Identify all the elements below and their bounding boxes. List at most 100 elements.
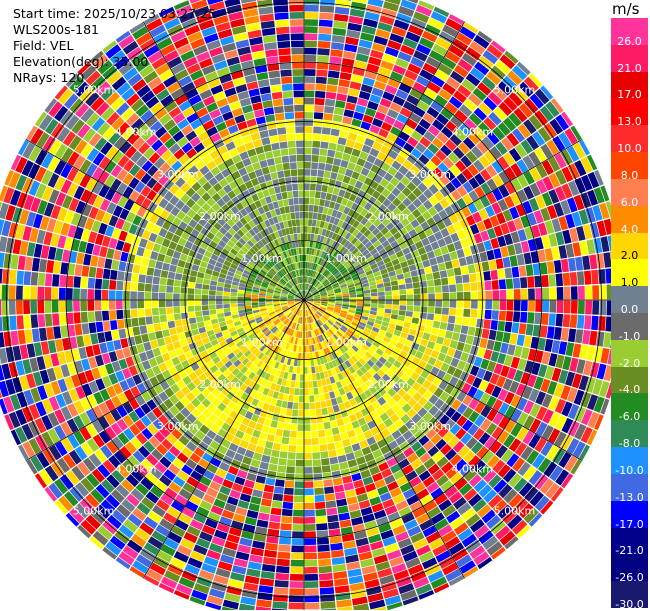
- radar-gate: [318, 34, 331, 42]
- radar-gate: [319, 27, 333, 35]
- radar-gate: [534, 276, 541, 288]
- radar-gate: [485, 291, 492, 300]
- radar-gate: [319, 566, 333, 574]
- radar-gate: [196, 316, 203, 322]
- radar-gate: [344, 446, 353, 454]
- radar-gate: [336, 599, 352, 607]
- radar-gate: [421, 306, 428, 312]
- radar-gate: [316, 409, 322, 416]
- radar-gate: [417, 268, 425, 275]
- radar-gate: [309, 205, 314, 212]
- radar-gate: [325, 99, 335, 107]
- radar-gate: [337, 506, 348, 514]
- radar-gate: [450, 292, 457, 299]
- radar-gate: [305, 524, 316, 531]
- radar-gate: [217, 282, 224, 287]
- radar-gate: [110, 320, 118, 330]
- radar-gate: [333, 434, 341, 442]
- radar-gate: [319, 394, 325, 401]
- radar-gate: [141, 334, 149, 343]
- radar-gate: [456, 308, 463, 316]
- radar-gate: [541, 275, 549, 287]
- radar-gate: [350, 295, 357, 298]
- radar-gate: [304, 233, 307, 240]
- radar-gate: [442, 285, 449, 292]
- radar-gate: [74, 312, 81, 324]
- radar-gate: [506, 311, 513, 322]
- radar-gate: [146, 316, 153, 324]
- radar-gate: [150, 251, 158, 260]
- radar-gate: [297, 431, 304, 438]
- radar-gate: [441, 315, 448, 323]
- radar-gate: [46, 260, 54, 273]
- radar-gate: [9, 285, 16, 299]
- radar-gate: [283, 394, 289, 401]
- radar-gate: [83, 254, 91, 266]
- radar-gate: [400, 300, 407, 305]
- radar-gate: [97, 257, 105, 268]
- radar-gate: [238, 303, 245, 307]
- radar-gate: [335, 7, 350, 15]
- radar-gate: [190, 323, 198, 330]
- radar-gate: [291, 560, 304, 567]
- radar-gate: [319, 580, 333, 588]
- radar-gate: [440, 322, 448, 330]
- radar-gate: [314, 388, 319, 395]
- radar-gate: [134, 255, 142, 265]
- radar-gate: [294, 488, 303, 495]
- radar-gate: [378, 288, 385, 293]
- radar-gate: [331, 464, 340, 472]
- radar-gate: [471, 300, 478, 308]
- radar-gate: [455, 275, 462, 283]
- radar-gate: [274, 587, 289, 595]
- radar-gate: [298, 417, 304, 424]
- radar-gate: [223, 300, 230, 304]
- radar-gate: [304, 488, 313, 495]
- radar-gate: [131, 273, 139, 282]
- radar-gate: [493, 248, 502, 259]
- radar-gate: [346, 139, 355, 148]
- radar-gate: [66, 276, 73, 288]
- radar-gate: [392, 310, 399, 315]
- radar-gate: [535, 288, 542, 300]
- radar-gate: [291, 417, 297, 424]
- radar-gate: [146, 275, 153, 283]
- radar-gate: [526, 264, 534, 276]
- radar-gate: [338, 455, 347, 463]
- radar-gate: [420, 281, 427, 288]
- radar-gate: [471, 291, 478, 299]
- radar-gate: [45, 301, 52, 314]
- radar-gate: [304, 360, 307, 367]
- radar-gate: [268, 464, 277, 472]
- radar-gate: [304, 417, 310, 424]
- radar-gate: [66, 288, 73, 300]
- radar-gate: [584, 315, 592, 329]
- radar-gate: [385, 291, 392, 296]
- radar-gate: [209, 290, 216, 295]
- radar-gate: [285, 416, 292, 423]
- radar-gate: [181, 281, 188, 288]
- radar-gate: [304, 141, 312, 148]
- radar-gate: [316, 516, 327, 523]
- radar-gate: [130, 291, 137, 299]
- radar-gate: [73, 288, 80, 299]
- radar-gate: [438, 329, 446, 337]
- radar-gate: [294, 503, 304, 510]
- radar-gate: [441, 278, 448, 286]
- radar-gate: [180, 287, 187, 293]
- radar-gate: [178, 260, 186, 268]
- radar-gate: [253, 452, 262, 461]
- radar-gate: [304, 389, 309, 396]
- radar-gate: [378, 304, 385, 308]
- radar-gate: [347, 162, 356, 171]
- radar-gate: [304, 148, 311, 155]
- radar-gate: [405, 316, 412, 322]
- radar-gate: [323, 415, 330, 423]
- radar-gate: [485, 281, 492, 290]
- radar-gate: [83, 334, 91, 346]
- radar-gate: [514, 300, 521, 311]
- radar-gate: [48, 340, 57, 353]
- radar-gate: [24, 315, 32, 329]
- radar-gate: [329, 413, 336, 421]
- radar-gate: [166, 343, 175, 352]
